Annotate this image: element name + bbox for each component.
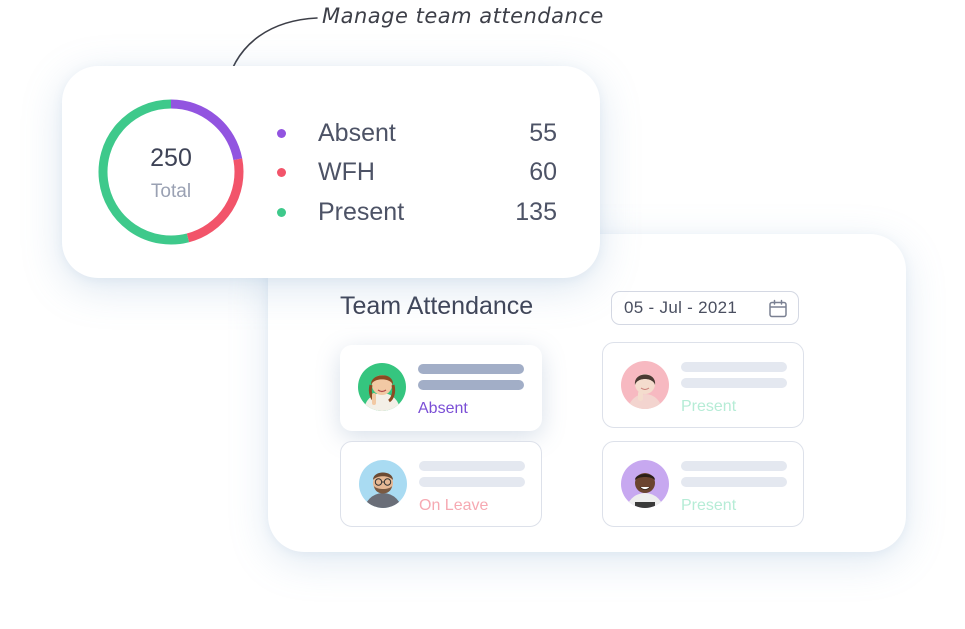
callout-text: Manage team attendance bbox=[322, 4, 604, 28]
name-placeholder-bar bbox=[418, 364, 524, 374]
attendance-summary-card: 250 Total Absent 55 WFH 60 Present 135 bbox=[62, 66, 600, 278]
status-label: On Leave bbox=[419, 497, 489, 514]
employee-card[interactable]: Absent bbox=[340, 345, 542, 431]
team-attendance-title: Team Attendance bbox=[340, 292, 534, 320]
employee-card[interactable]: On Leave bbox=[340, 441, 542, 527]
legend-item-absent: Absent 55 bbox=[272, 117, 557, 149]
date-picker[interactable]: 05 - Jul - 2021 bbox=[611, 291, 799, 325]
role-placeholder-bar bbox=[681, 378, 787, 388]
employee-card[interactable]: Present bbox=[602, 342, 804, 428]
legend-dot bbox=[277, 208, 286, 217]
role-placeholder-bar bbox=[418, 380, 524, 390]
role-placeholder-bar bbox=[419, 477, 525, 487]
name-placeholder-bar bbox=[419, 461, 525, 471]
team-attendance-card: Team Attendance 05 - Jul - 2021 bbox=[268, 234, 906, 552]
legend-dot bbox=[277, 129, 286, 138]
legend-value: 60 bbox=[529, 158, 557, 186]
legend-item-present: Present 135 bbox=[272, 196, 557, 228]
status-label: Present bbox=[681, 398, 737, 415]
legend-label: Present bbox=[318, 198, 405, 226]
legend-value: 135 bbox=[515, 198, 557, 226]
legend-item-wfh: WFH 60 bbox=[272, 156, 557, 188]
man-avatar bbox=[359, 460, 407, 508]
donut-slice-wfh bbox=[186, 158, 244, 243]
legend-label: Absent bbox=[318, 119, 396, 147]
name-placeholder-bar bbox=[681, 461, 787, 471]
donut-chart bbox=[98, 99, 244, 245]
status-label: Present bbox=[681, 497, 737, 514]
status-label: Absent bbox=[418, 400, 468, 417]
donut-total-label: Total bbox=[150, 181, 192, 202]
name-placeholder-bar bbox=[681, 362, 787, 372]
employee-card[interactable]: Present bbox=[602, 441, 804, 527]
legend-label: WFH bbox=[318, 158, 375, 186]
role-placeholder-bar bbox=[681, 477, 787, 487]
legend-value: 55 bbox=[529, 119, 557, 147]
legend-dot bbox=[277, 168, 286, 177]
woman-avatar bbox=[621, 361, 669, 409]
calendar-icon[interactable] bbox=[768, 299, 788, 319]
donut-slice-absent bbox=[170, 99, 243, 161]
donut-slice-present bbox=[98, 99, 190, 245]
donut-total-value: 250 bbox=[150, 144, 192, 172]
man-avatar bbox=[621, 460, 669, 508]
date-value: 05 - Jul - 2021 bbox=[624, 298, 738, 317]
woman-avatar bbox=[358, 363, 406, 411]
